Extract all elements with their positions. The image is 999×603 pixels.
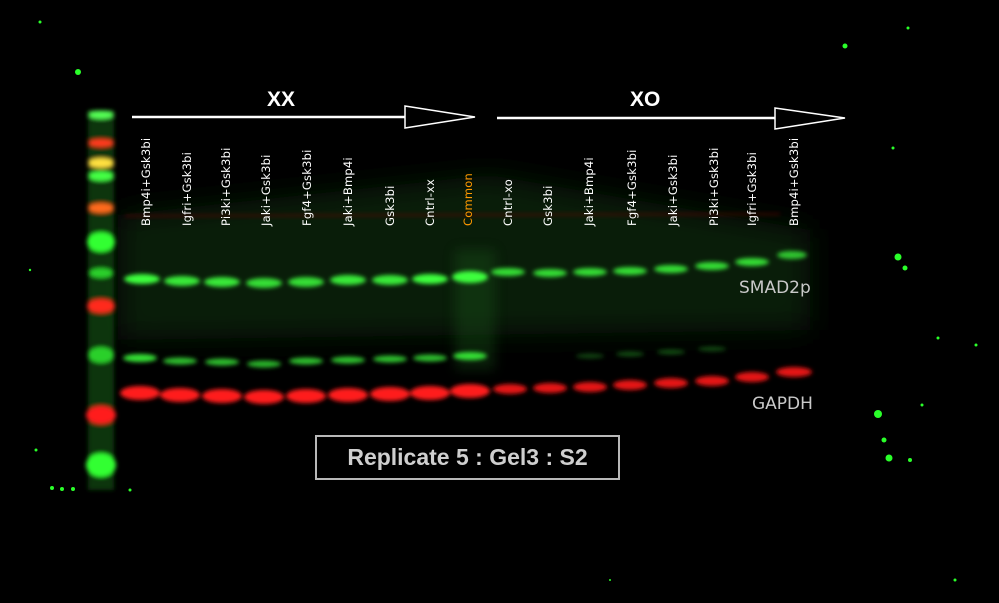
lane-label: Gsk3bi <box>541 185 555 226</box>
lane-label: Bmp4i+Gsk3bi <box>139 137 153 226</box>
replicate-label: Replicate 5 : Gel3 : S2 <box>315 435 620 480</box>
lane-label: Gsk3bi <box>383 185 397 226</box>
lane-label: Fgf4+Gsk3bi <box>625 149 639 227</box>
lane-label: Igfri+Gsk3bi <box>745 151 759 226</box>
smad2p-band <box>124 251 807 288</box>
lane-label: Bmp4i+Gsk3bi <box>787 137 801 226</box>
lane-label: Jaki+Gsk3bi <box>666 154 680 226</box>
gapdh-band <box>120 367 812 404</box>
lane-label: Igfri+Gsk3bi <box>180 151 194 226</box>
lane-label: Cntrl-xo <box>501 179 515 226</box>
lower-green-band <box>123 346 726 368</box>
lane-label: Jaki+Bmp4i <box>341 157 355 226</box>
lane-label: Pi3ki+Gsk3bi <box>219 147 233 226</box>
xx-group-label: XX <box>267 88 296 111</box>
lane-label: Cntrl-xx <box>423 178 437 226</box>
lane-label: Fgf4+Gsk3bi <box>300 149 314 227</box>
gapdh-label: GAPDH <box>752 394 813 414</box>
xo-arrow <box>497 107 846 130</box>
smad2p-label: SMAD2p <box>739 278 811 298</box>
xx-arrow <box>132 105 476 129</box>
lane-label: Common <box>461 173 475 226</box>
lane-label: Pi3ki+Gsk3bi <box>707 147 721 226</box>
lane-label: Jaki+Bmp4i <box>582 157 596 226</box>
xo-group-label: XO <box>630 88 661 111</box>
lane-label: Jaki+Gsk3bi <box>259 154 273 226</box>
ladder <box>86 110 116 490</box>
speckles <box>28 20 978 582</box>
